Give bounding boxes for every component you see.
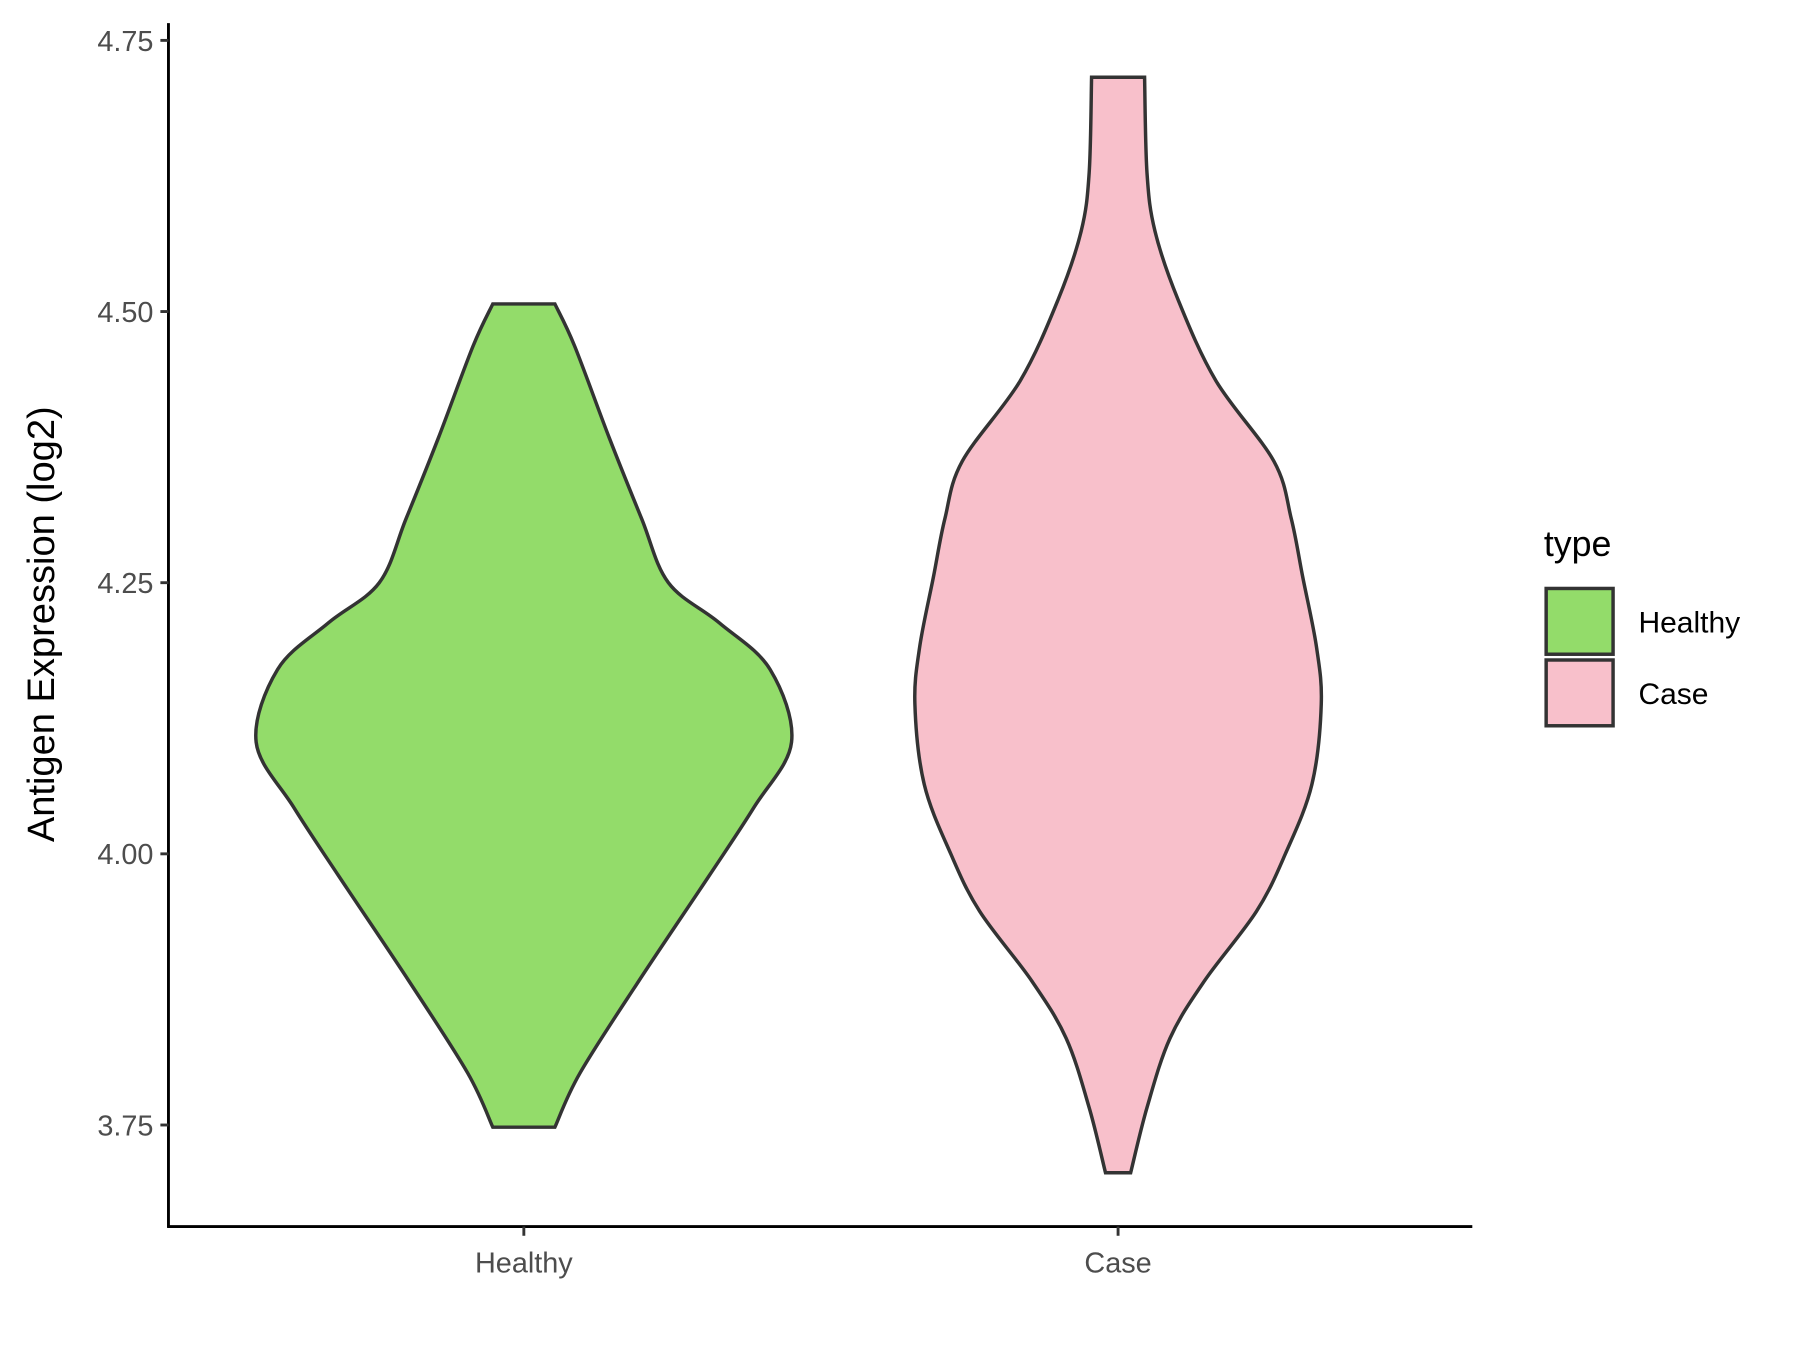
legend-title: type	[1544, 524, 1612, 564]
y-tick-label: 4.75	[97, 26, 153, 58]
legend-key-healthy	[1544, 586, 1615, 656]
x-tick-label: Case	[1084, 1248, 1151, 1280]
y-tick-label: 3.75	[97, 1110, 153, 1142]
y-axis-label: Antigen Expression (log2)	[21, 406, 63, 842]
legend-label: Case	[1638, 678, 1708, 711]
violin-case	[913, 75, 1324, 1175]
violin-healthy	[254, 302, 794, 1129]
y-tick-label: 4.00	[97, 839, 153, 871]
legend-label: Healthy	[1638, 606, 1740, 639]
violins	[254, 75, 1324, 1175]
y-tick-label: 4.25	[97, 568, 153, 600]
legend-key-case	[1544, 658, 1615, 728]
y-tick-label: 4.50	[97, 297, 153, 329]
x-tick-label: Healthy	[475, 1248, 573, 1280]
